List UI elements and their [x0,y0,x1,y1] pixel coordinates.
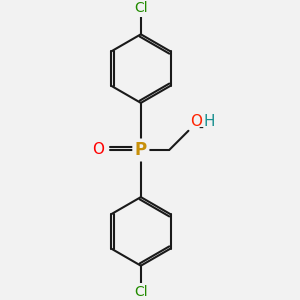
Text: P: P [135,141,147,159]
Text: H: H [203,113,214,128]
Text: O: O [92,142,104,158]
Text: O: O [190,113,202,128]
Text: -: - [198,122,203,136]
Text: Cl: Cl [134,285,148,299]
Text: Cl: Cl [134,1,148,15]
